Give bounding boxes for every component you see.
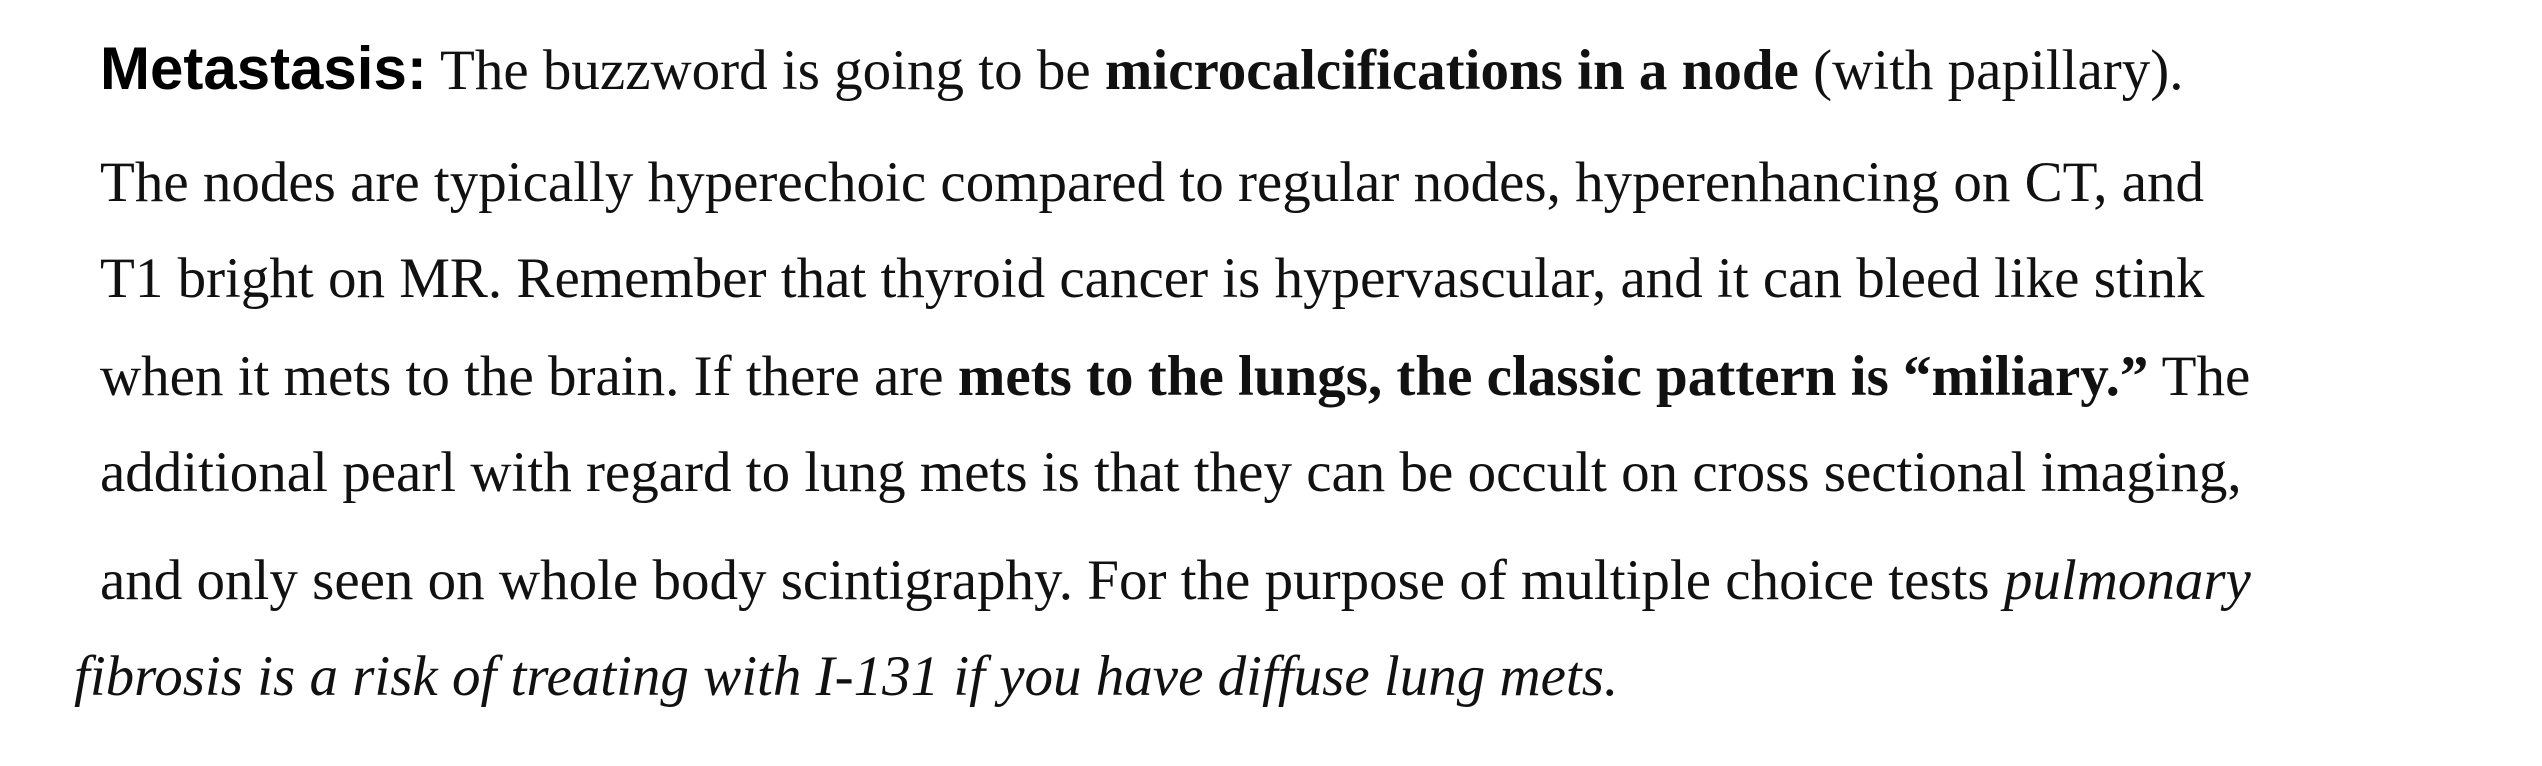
text-run: additional pearl with regard to lung met…	[100, 441, 2242, 504]
text-run: The nodes are typically hyperechoic comp…	[100, 151, 2204, 214]
paragraph-line-6: and only seen on whole body scintigraphy…	[100, 552, 2251, 609]
text-run: The buzzword is going to be	[426, 39, 1105, 102]
text-run: T1 bright on MR. Remember that thyroid c…	[100, 247, 2205, 310]
paragraph-line-7: fibrosis is a risk of treating with I-13…	[74, 648, 1618, 705]
paragraph-line-4: when it mets to the brain. If there are …	[100, 348, 2250, 405]
paragraph-line-3: T1 bright on MR. Remember that thyroid c…	[100, 250, 2205, 307]
italic-text-run: fibrosis is a risk of treating with I-13…	[74, 645, 1619, 708]
text-run: when it mets to the brain. If there are	[100, 345, 958, 408]
paragraph-line-5: additional pearl with regard to lung met…	[100, 444, 2242, 501]
section-heading: Metastasis:	[100, 35, 427, 102]
bold-text-run: mets to the lungs, the classic pattern i…	[957, 345, 2149, 408]
paragraph-line-2: The nodes are typically hyperechoic comp…	[100, 154, 2204, 211]
text-run: The	[2148, 345, 2251, 408]
bold-text-run: microcalcifications in a node	[1104, 39, 1799, 102]
text-run: (with papillary).	[1798, 39, 2184, 102]
paragraph-line-1: Metastasis: The buzzword is going to be …	[100, 39, 2184, 102]
text-run: and only seen on whole body scintigraphy…	[100, 549, 2004, 612]
italic-text-run: pulmonary	[2003, 549, 2251, 612]
